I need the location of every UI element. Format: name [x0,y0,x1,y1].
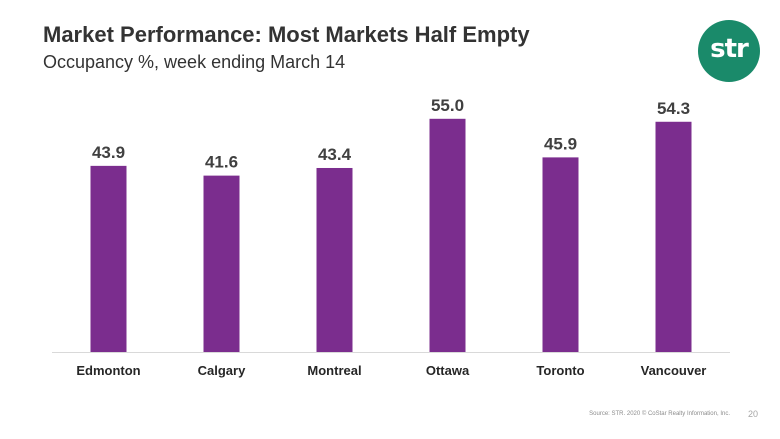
category-label-toronto: Toronto [536,363,584,378]
source-footnote: Source: STR. 2020 © CoStar Realty Inform… [589,411,730,417]
value-label-montreal: 43.4 [318,145,352,164]
slide-subtitle: Occupancy %, week ending March 14 [43,52,346,72]
value-label-vancouver: 54.3 [657,99,690,118]
category-label-montreal: Montreal [307,363,361,378]
category-label-ottawa: Ottawa [426,363,470,378]
str-logo-text: str [710,34,749,64]
value-label-calgary: 41.6 [205,153,238,172]
bars-layer [90,118,692,352]
category-label-edmonton: Edmonton [76,363,140,378]
bar-calgary [203,175,240,352]
value-label-toronto: 45.9 [544,134,577,153]
labels-layer: 43.9 Edmonton 41.6 Calgary 43.4 Montreal 55.0 O… [76,96,706,378]
value-label-ottawa: 55.0 [431,96,464,115]
category-label-calgary: Calgary [198,363,246,378]
slide-title: Market Performance: Most Markets Half Em… [43,22,530,47]
bar-montreal [316,167,353,352]
bar-toronto [542,157,579,352]
bar-edmonton [90,165,127,352]
bar-ottawa [429,118,466,352]
category-label-vancouver: Vancouver [641,363,707,378]
value-label-edmonton: 43.9 [92,143,125,162]
bar-vancouver [655,121,692,352]
page-number: 20 [747,409,758,419]
str-logo: str [698,20,760,82]
